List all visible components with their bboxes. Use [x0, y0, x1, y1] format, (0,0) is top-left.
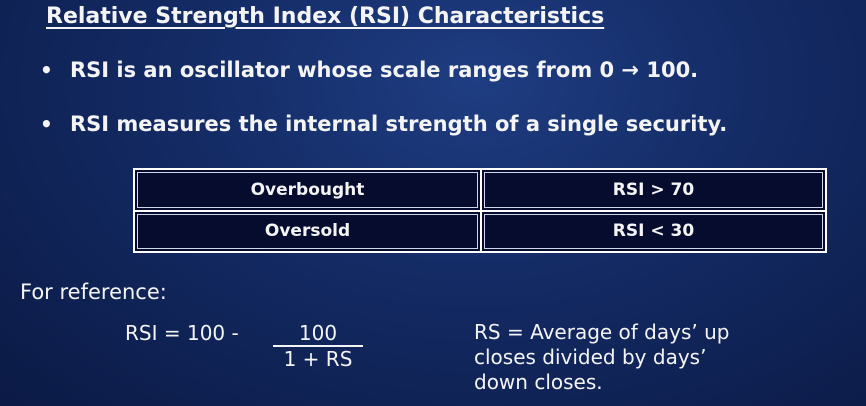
rs-definition-line: closes divided by days’ [474, 345, 707, 369]
table-row: Oversold RSI < 30 [133, 209, 827, 253]
table-cell-label: Overbought [133, 168, 482, 212]
formula-prefix: RSI = 100 - [125, 321, 239, 345]
slide-title: Relative Strength Index (RSI) Characteri… [46, 4, 605, 29]
bullet-item: • RSI is an oscillator whose scale range… [40, 58, 866, 88]
formula-denominator: 1 + RS [283, 347, 353, 371]
table-cell-label: Oversold [133, 209, 482, 253]
bullet-text: RSI is an oscillator whose scale ranges … [70, 58, 699, 82]
table-cell-condition: RSI > 70 [480, 168, 827, 212]
rsi-levels-table: Overbought RSI > 70 Oversold RSI < 30 [133, 168, 827, 253]
bullet-dot-icon: • [40, 112, 53, 136]
rs-definition-line: RS = Average of days’ up [474, 320, 730, 344]
bullet-list: • RSI is an oscillator whose scale range… [40, 58, 866, 142]
bullet-item: • RSI measures the internal strength of … [40, 112, 866, 142]
bullet-text: RSI measures the internal strength of a … [70, 112, 728, 136]
reference-label: For reference: [20, 280, 167, 304]
formula-fraction: 100 1 + RS [273, 321, 363, 371]
formula-numerator: 100 [273, 321, 363, 347]
bullet-dot-icon: • [40, 58, 53, 82]
rs-definition-line: down closes. [474, 370, 603, 394]
table-cell-condition: RSI < 30 [480, 209, 827, 253]
table-row: Overbought RSI > 70 [133, 168, 827, 212]
rs-definition: RS = Average of days’ up closes divided … [474, 320, 729, 395]
